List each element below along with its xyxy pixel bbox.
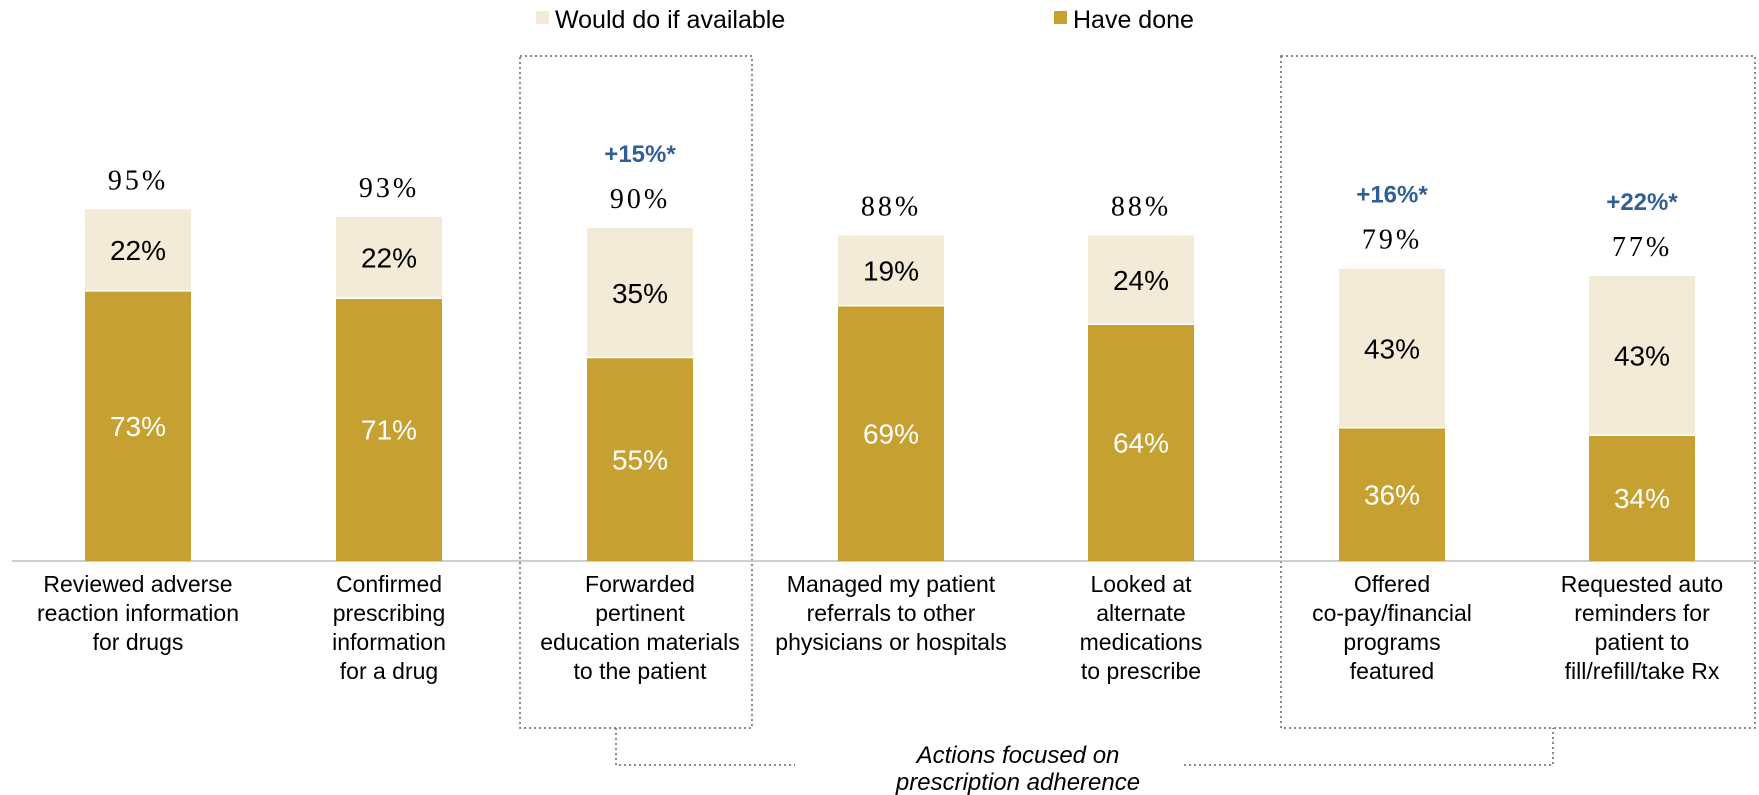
- legend-label-1: Would do if available: [555, 6, 785, 34]
- category-label-line: reaction information: [37, 600, 239, 626]
- label-have-done-6: 36%: [1364, 479, 1420, 510]
- category-label-line: Confirmed: [336, 571, 442, 597]
- legend-label-2: Have done: [1073, 6, 1194, 34]
- category-label-line: Forwarded: [585, 571, 695, 597]
- legend: Would do if available Have done: [536, 6, 1194, 34]
- label-would-do-6: 43%: [1364, 333, 1420, 364]
- category-label-1: Reviewed adverse reaction information for …: [37, 571, 239, 655]
- category-label-line: referrals to other: [807, 600, 976, 626]
- category-label-line: reminders for: [1574, 600, 1710, 626]
- highlight-box-1: [519, 55, 753, 729]
- label-total-6: 79%: [1362, 225, 1422, 256]
- bar-would-do-4: [838, 235, 944, 306]
- label-total-7: 77%: [1612, 232, 1672, 263]
- category-label-6: Offered co-pay/financial programs featured: [1312, 571, 1472, 684]
- label-would-do-7: 43%: [1614, 341, 1670, 372]
- bar-have-done-5: [1088, 324, 1194, 561]
- category-label-line: patient to: [1595, 629, 1690, 655]
- label-total-3: 90%: [610, 184, 670, 215]
- bar-have-done-4: [838, 305, 944, 561]
- label-have-done-4: 69%: [863, 418, 919, 449]
- label-have-done-2: 71%: [361, 415, 417, 446]
- label-have-done-3: 55%: [612, 444, 668, 475]
- category-label-line: medications: [1080, 629, 1203, 655]
- category-label-4: Managed my patient referrals to other phys…: [775, 571, 1006, 655]
- bar-have-done-3: [587, 357, 693, 561]
- bar-have-done-2: [336, 298, 442, 561]
- category-label-line: prescribing: [333, 600, 446, 626]
- category-label-line: for drugs: [93, 629, 184, 655]
- label-have-done-7: 34%: [1614, 483, 1670, 514]
- label-would-do-1: 22%: [110, 235, 166, 266]
- bar-have-done-7: [1589, 435, 1695, 561]
- labels: 73% 22% 95% 71% 22% 93% 55% 35% 90% +15%* 69% 19% 88…: [108, 141, 1679, 514]
- label-total-2: 93%: [359, 173, 419, 204]
- label-delta-6: +16%*: [1356, 182, 1428, 209]
- highlight-box-2: [1280, 55, 1756, 729]
- category-label-line: Requested auto: [1561, 571, 1723, 597]
- category-label-3: Forwarded pertinent education materials to …: [540, 571, 739, 684]
- category-label-line: alternate: [1096, 600, 1186, 626]
- label-have-done-5: 64%: [1113, 428, 1169, 459]
- label-total-1: 95%: [108, 166, 168, 197]
- bar-would-do-7: [1589, 276, 1695, 436]
- category-label-line: for a drug: [340, 658, 438, 684]
- category-label-line: physicians or hospitals: [775, 629, 1006, 655]
- highlight-boxes: [519, 55, 1756, 729]
- category-label-line: to prescribe: [1081, 658, 1201, 684]
- category-label-line: to the patient: [574, 658, 708, 684]
- legend-swatch-1: [536, 11, 549, 24]
- category-label-2: Confirmed prescribing information for a dru…: [332, 571, 446, 684]
- legend-swatch-2: [1054, 11, 1067, 24]
- annotation-line-1: Actions focused on: [915, 742, 1120, 769]
- bar-have-done-6: [1339, 427, 1445, 561]
- category-label-line: fill/refill/take Rx: [1565, 658, 1720, 684]
- annotation-line-2: prescription adherence: [895, 769, 1140, 795]
- category-label-line: information: [332, 629, 446, 655]
- label-would-do-5: 24%: [1113, 265, 1169, 296]
- bar-would-do-3: [587, 228, 693, 358]
- label-have-done-1: 73%: [110, 411, 166, 442]
- category-label-line: education materials: [540, 629, 739, 655]
- label-would-do-4: 19%: [863, 256, 919, 287]
- bar-would-do-6: [1339, 268, 1445, 428]
- category-label-line: pertinent: [595, 600, 685, 626]
- category-label-line: featured: [1350, 658, 1434, 684]
- label-would-do-3: 35%: [612, 278, 668, 309]
- category-label-7: Requested auto reminders for patient to fil…: [1561, 571, 1723, 684]
- category-label-line: programs: [1343, 629, 1440, 655]
- bar-would-do-5: [1088, 235, 1194, 325]
- bars: [12, 209, 1759, 562]
- category-label-line: Offered: [1354, 571, 1430, 597]
- label-total-5: 88%: [1111, 191, 1171, 222]
- label-total-4: 88%: [861, 191, 921, 222]
- category-label-5: Looked at alternate medications to prescrib…: [1080, 571, 1203, 684]
- bar-have-done-1: [85, 290, 191, 561]
- category-label-line: Looked at: [1090, 571, 1192, 597]
- category-label-line: Reviewed adverse: [43, 571, 232, 597]
- category-labels: Reviewed adverse reaction information for …: [37, 571, 1723, 684]
- category-label-line: co-pay/financial: [1312, 600, 1472, 626]
- bracket-right: [1184, 728, 1554, 766]
- bracket-left: [615, 728, 795, 766]
- bar-would-do-1: [85, 209, 191, 291]
- label-delta-7: +22%*: [1606, 189, 1678, 216]
- category-label-line: Managed my patient: [787, 571, 996, 597]
- label-delta-3: +15%*: [604, 141, 676, 168]
- label-would-do-2: 22%: [361, 243, 417, 274]
- bar-would-do-2: [336, 216, 442, 299]
